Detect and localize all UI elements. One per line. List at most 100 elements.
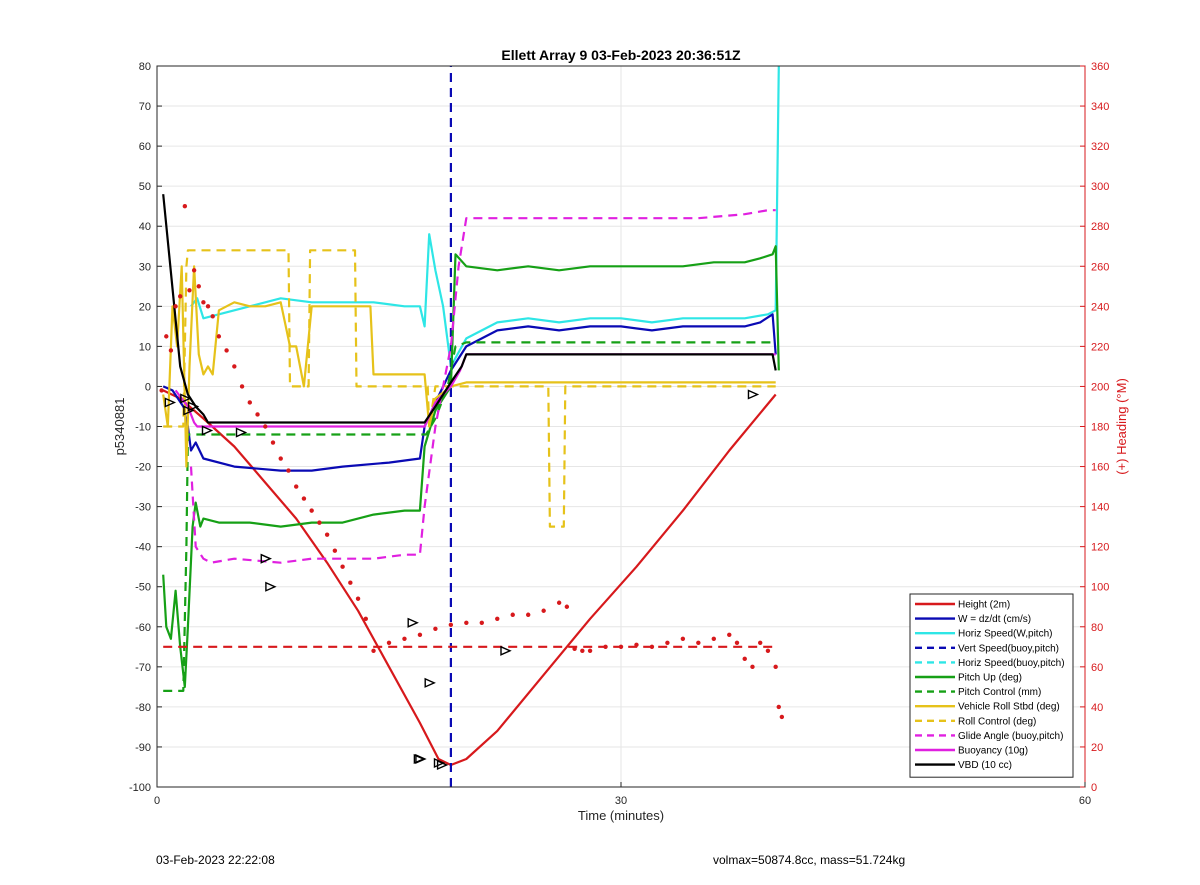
- heading-point: [205, 304, 211, 309]
- right-tick-label: 160: [1091, 462, 1109, 474]
- heading-point: [164, 334, 169, 339]
- y-tick-label: -60: [135, 622, 151, 634]
- heading-point: [386, 640, 392, 645]
- height-marker: [164, 397, 177, 408]
- height-marker: [436, 759, 449, 771]
- heading-point: [371, 648, 376, 654]
- series-glide-angle-buoy-pitch: [189, 209, 776, 564]
- heading-point: [301, 496, 307, 501]
- heading-point: [159, 388, 164, 393]
- height-marker: [183, 405, 195, 416]
- right-axis-label: (+) Heading (°M): [1114, 378, 1129, 475]
- heading-point: [402, 636, 407, 641]
- y-tick-label: 40: [139, 221, 151, 233]
- series-layer: [159, 65, 785, 787]
- legend-label: Vehicle Roll Stbd (deg): [958, 702, 1060, 713]
- footer-volmax-mass: volmax=50874.8cc, mass=51.724kg: [713, 853, 906, 867]
- heading-point: [263, 424, 268, 429]
- right-tick-label: 240: [1091, 301, 1109, 313]
- right-tick-label: 60: [1091, 662, 1103, 674]
- heading-point: [773, 664, 778, 670]
- heading-point: [201, 300, 206, 305]
- legend-label: VBD (10 cc): [958, 760, 1012, 771]
- legend-label: Roll Control (deg): [958, 716, 1036, 727]
- heading-point: [711, 636, 716, 641]
- y-tick-label: 50: [139, 181, 151, 193]
- heading-point: [348, 580, 353, 585]
- heading-point: [210, 314, 215, 319]
- legend-label: Height (2m): [958, 600, 1010, 611]
- right-tick-label: 200: [1091, 381, 1109, 393]
- heading-point: [255, 412, 260, 417]
- heading-point: [278, 456, 283, 461]
- heading-point: [247, 400, 252, 405]
- footer-timestamp: 03-Feb-2023 22:22:08: [156, 853, 275, 867]
- heading-point: [191, 268, 197, 273]
- heading-point: [286, 468, 291, 473]
- height-marker: [260, 553, 272, 564]
- axes: -100-90-80-70-60-50-40-30-20-10010203040…: [129, 61, 1109, 807]
- y-tick-label: -30: [135, 502, 151, 514]
- heading-point: [182, 203, 188, 209]
- y-tick-label: 60: [139, 141, 151, 153]
- height-marker: [265, 581, 277, 592]
- y-tick-label: -20: [135, 462, 151, 474]
- right-tick-label: 140: [1091, 502, 1109, 514]
- heading-point: [556, 600, 562, 605]
- y-tick-label: 70: [139, 101, 151, 113]
- series-buoyancy-10g: [174, 353, 776, 428]
- series-vehicle-roll-stbd-deg: [162, 265, 776, 468]
- legend-label: Vert Speed(buoy,pitch): [958, 643, 1059, 654]
- heading-point: [750, 664, 755, 670]
- heading-point: [168, 348, 174, 353]
- legend-label: Pitch Control (mm): [958, 687, 1041, 698]
- right-tick-label: 320: [1091, 141, 1109, 153]
- heading-point: [232, 364, 237, 369]
- heading-point: [448, 622, 454, 627]
- height-marker: [424, 677, 436, 688]
- heading-point: [680, 636, 686, 641]
- heading-point: [324, 532, 330, 537]
- heading-point: [332, 548, 338, 553]
- heading-point: [173, 304, 178, 309]
- height-marker: [201, 425, 214, 436]
- right-tick-label: 20: [1091, 742, 1103, 754]
- height-marker: [235, 427, 248, 438]
- y-tick-label: 20: [139, 301, 151, 313]
- heading-point: [526, 612, 531, 617]
- heading-point: [665, 640, 670, 645]
- legend-label: Horiz Speed(buoy,pitch): [958, 658, 1065, 669]
- heading-point: [510, 612, 515, 617]
- right-tick-label: 180: [1091, 422, 1109, 434]
- heading-point: [239, 384, 245, 389]
- right-tick-label: 40: [1091, 702, 1103, 714]
- y-tick-label: -50: [135, 582, 151, 594]
- heading-point: [464, 620, 469, 625]
- legend-label: Glide Angle (buoy,pitch): [958, 731, 1063, 742]
- heading-point: [734, 640, 740, 645]
- heading-point: [564, 604, 570, 609]
- heading-point: [541, 608, 546, 613]
- right-tick-label: 340: [1091, 101, 1109, 113]
- y-tick-label: 10: [139, 341, 151, 353]
- heading-point: [340, 564, 345, 569]
- height-marker: [413, 753, 426, 765]
- heading-point: [479, 620, 484, 625]
- right-tick-label: 220: [1091, 341, 1109, 353]
- chart-title: Ellett Array 9 03-Feb-2023 20:36:51Z: [501, 47, 741, 63]
- heading-point: [178, 294, 183, 299]
- height-marker: [747, 389, 760, 400]
- series-pitch-up-deg: [162, 245, 780, 689]
- heading-point: [363, 616, 368, 621]
- right-tick-label: 80: [1091, 622, 1103, 634]
- x-tick-label: 0: [154, 795, 160, 807]
- heading-point: [765, 648, 771, 654]
- heading-point: [309, 508, 314, 513]
- y-tick-label: -100: [129, 782, 151, 794]
- y-axis-label: p5340881: [112, 398, 127, 456]
- right-tick-label: 280: [1091, 221, 1109, 233]
- heading-point: [758, 640, 763, 645]
- x-tick-label: 30: [615, 795, 627, 807]
- legend-label: Pitch Up (deg): [958, 673, 1022, 684]
- series-horiz-speed-w-pitch: [190, 65, 780, 368]
